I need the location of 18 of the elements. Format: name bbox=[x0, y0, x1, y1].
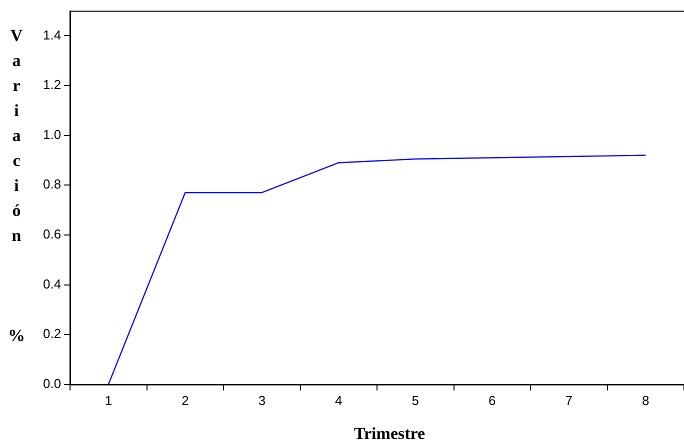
y-axis-title: Variación % bbox=[6, 26, 27, 351]
y-tick-label: 0.4 bbox=[42, 276, 62, 292]
y-tick-label: 1.4 bbox=[42, 27, 62, 42]
x-tick-label: 1 bbox=[104, 392, 112, 408]
y-tick-label: 0.8 bbox=[42, 176, 62, 192]
y-tick-label: 1.0 bbox=[42, 126, 62, 142]
y-tick-label: 0.2 bbox=[42, 326, 62, 342]
y-tick-label: 1.2 bbox=[42, 77, 62, 92]
y-tick-label: 0.0 bbox=[42, 376, 62, 391]
x-tick-label: 7 bbox=[565, 392, 573, 408]
x-tick-label: 6 bbox=[488, 392, 496, 408]
x-tick-label: 3 bbox=[258, 392, 266, 408]
x-axis-title: Trimestre bbox=[352, 424, 426, 444]
x-tick-label: 5 bbox=[412, 392, 420, 408]
y-tick-label: 0.6 bbox=[42, 226, 62, 242]
x-tick-label: 2 bbox=[182, 392, 189, 408]
x-tick-label: 4 bbox=[335, 392, 342, 408]
x-tick-label: 8 bbox=[642, 392, 650, 408]
